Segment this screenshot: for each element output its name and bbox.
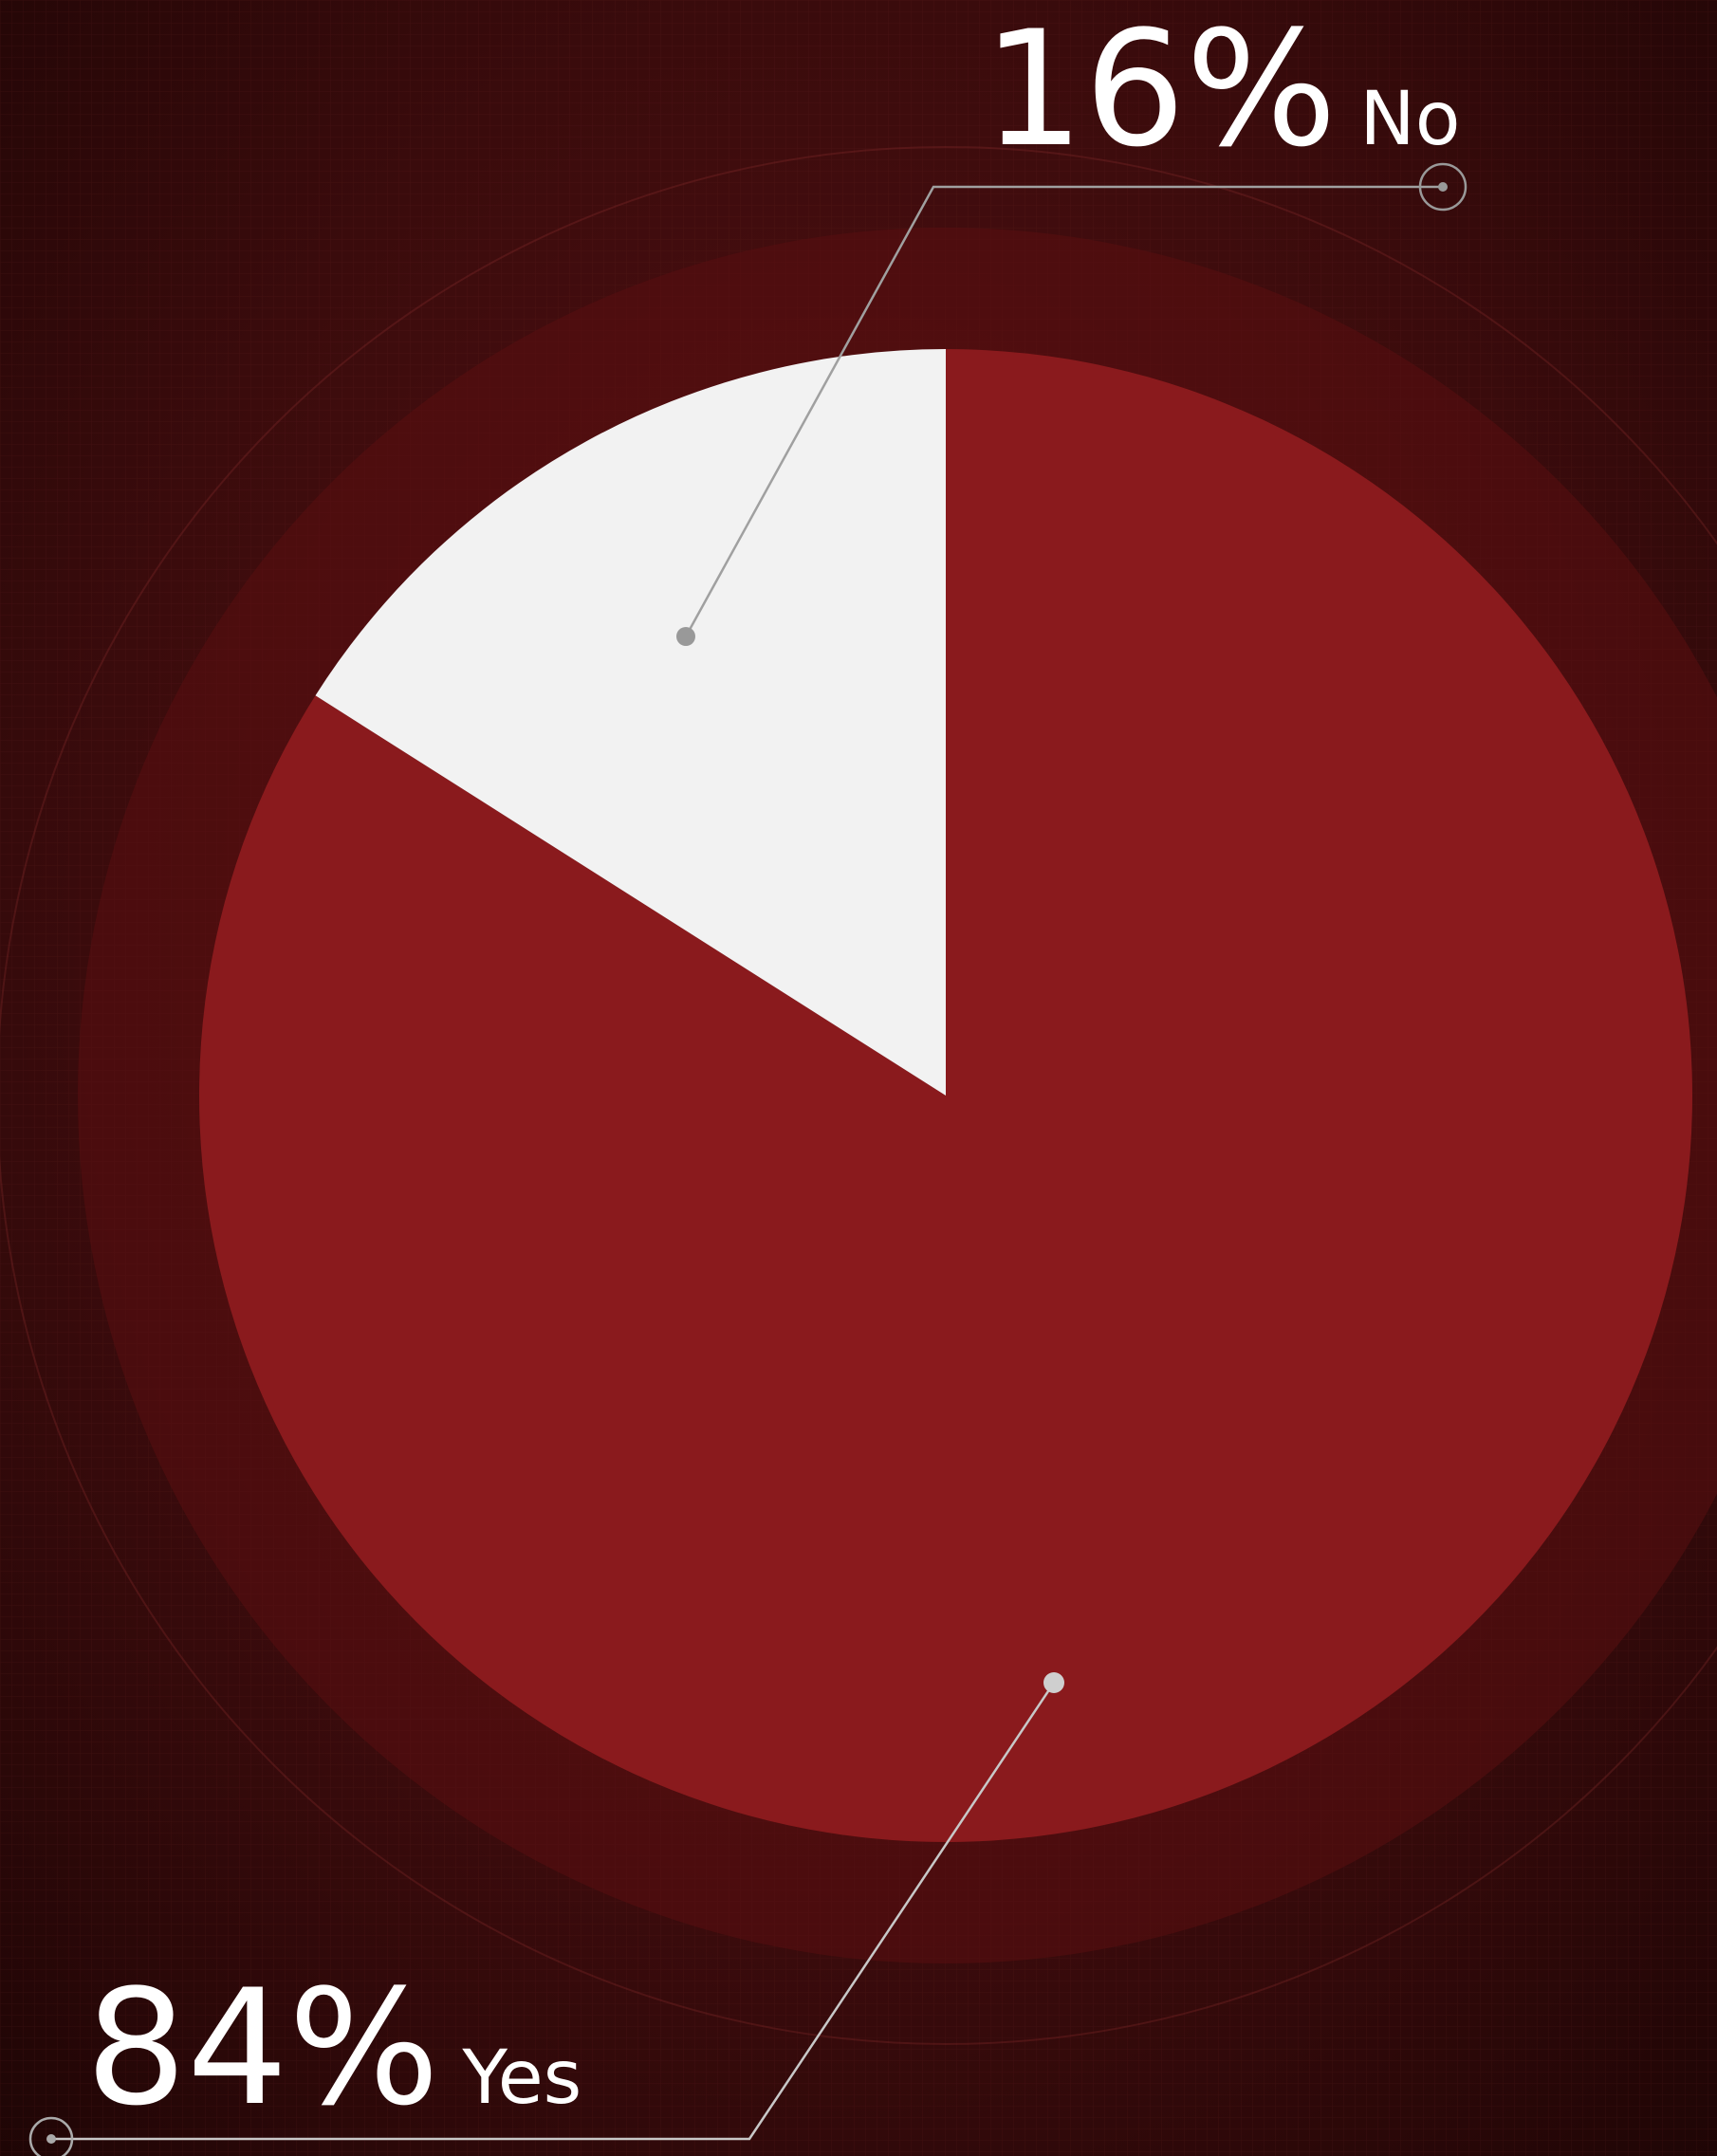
- category-label: No: [1359, 77, 1460, 162]
- leader-dot: [676, 627, 695, 646]
- category-label: Yes: [461, 2036, 582, 2121]
- value-label: 16%: [983, 0, 1337, 182]
- leader-end-dot: [46, 2134, 56, 2144]
- value-label: 84%: [85, 1955, 439, 2141]
- leader-end: [1418, 162, 1468, 212]
- label-no: 16% No: [983, 0, 1460, 182]
- leader-dot: [1043, 1672, 1064, 1693]
- pie: [198, 349, 1692, 1842]
- label-yes: 84% Yes: [85, 1955, 582, 2141]
- leader-no: [676, 162, 1468, 646]
- pie-slice: [315, 349, 946, 1096]
- leader-end-dot: [1438, 182, 1448, 192]
- leader-line: [51, 1682, 1056, 2141]
- pie-slice: [198, 349, 1692, 1842]
- outer-ring: [0, 146, 1717, 2045]
- leader-end: [28, 2116, 74, 2156]
- leader-line: [684, 185, 1443, 637]
- leader-yes: [28, 1672, 1064, 2156]
